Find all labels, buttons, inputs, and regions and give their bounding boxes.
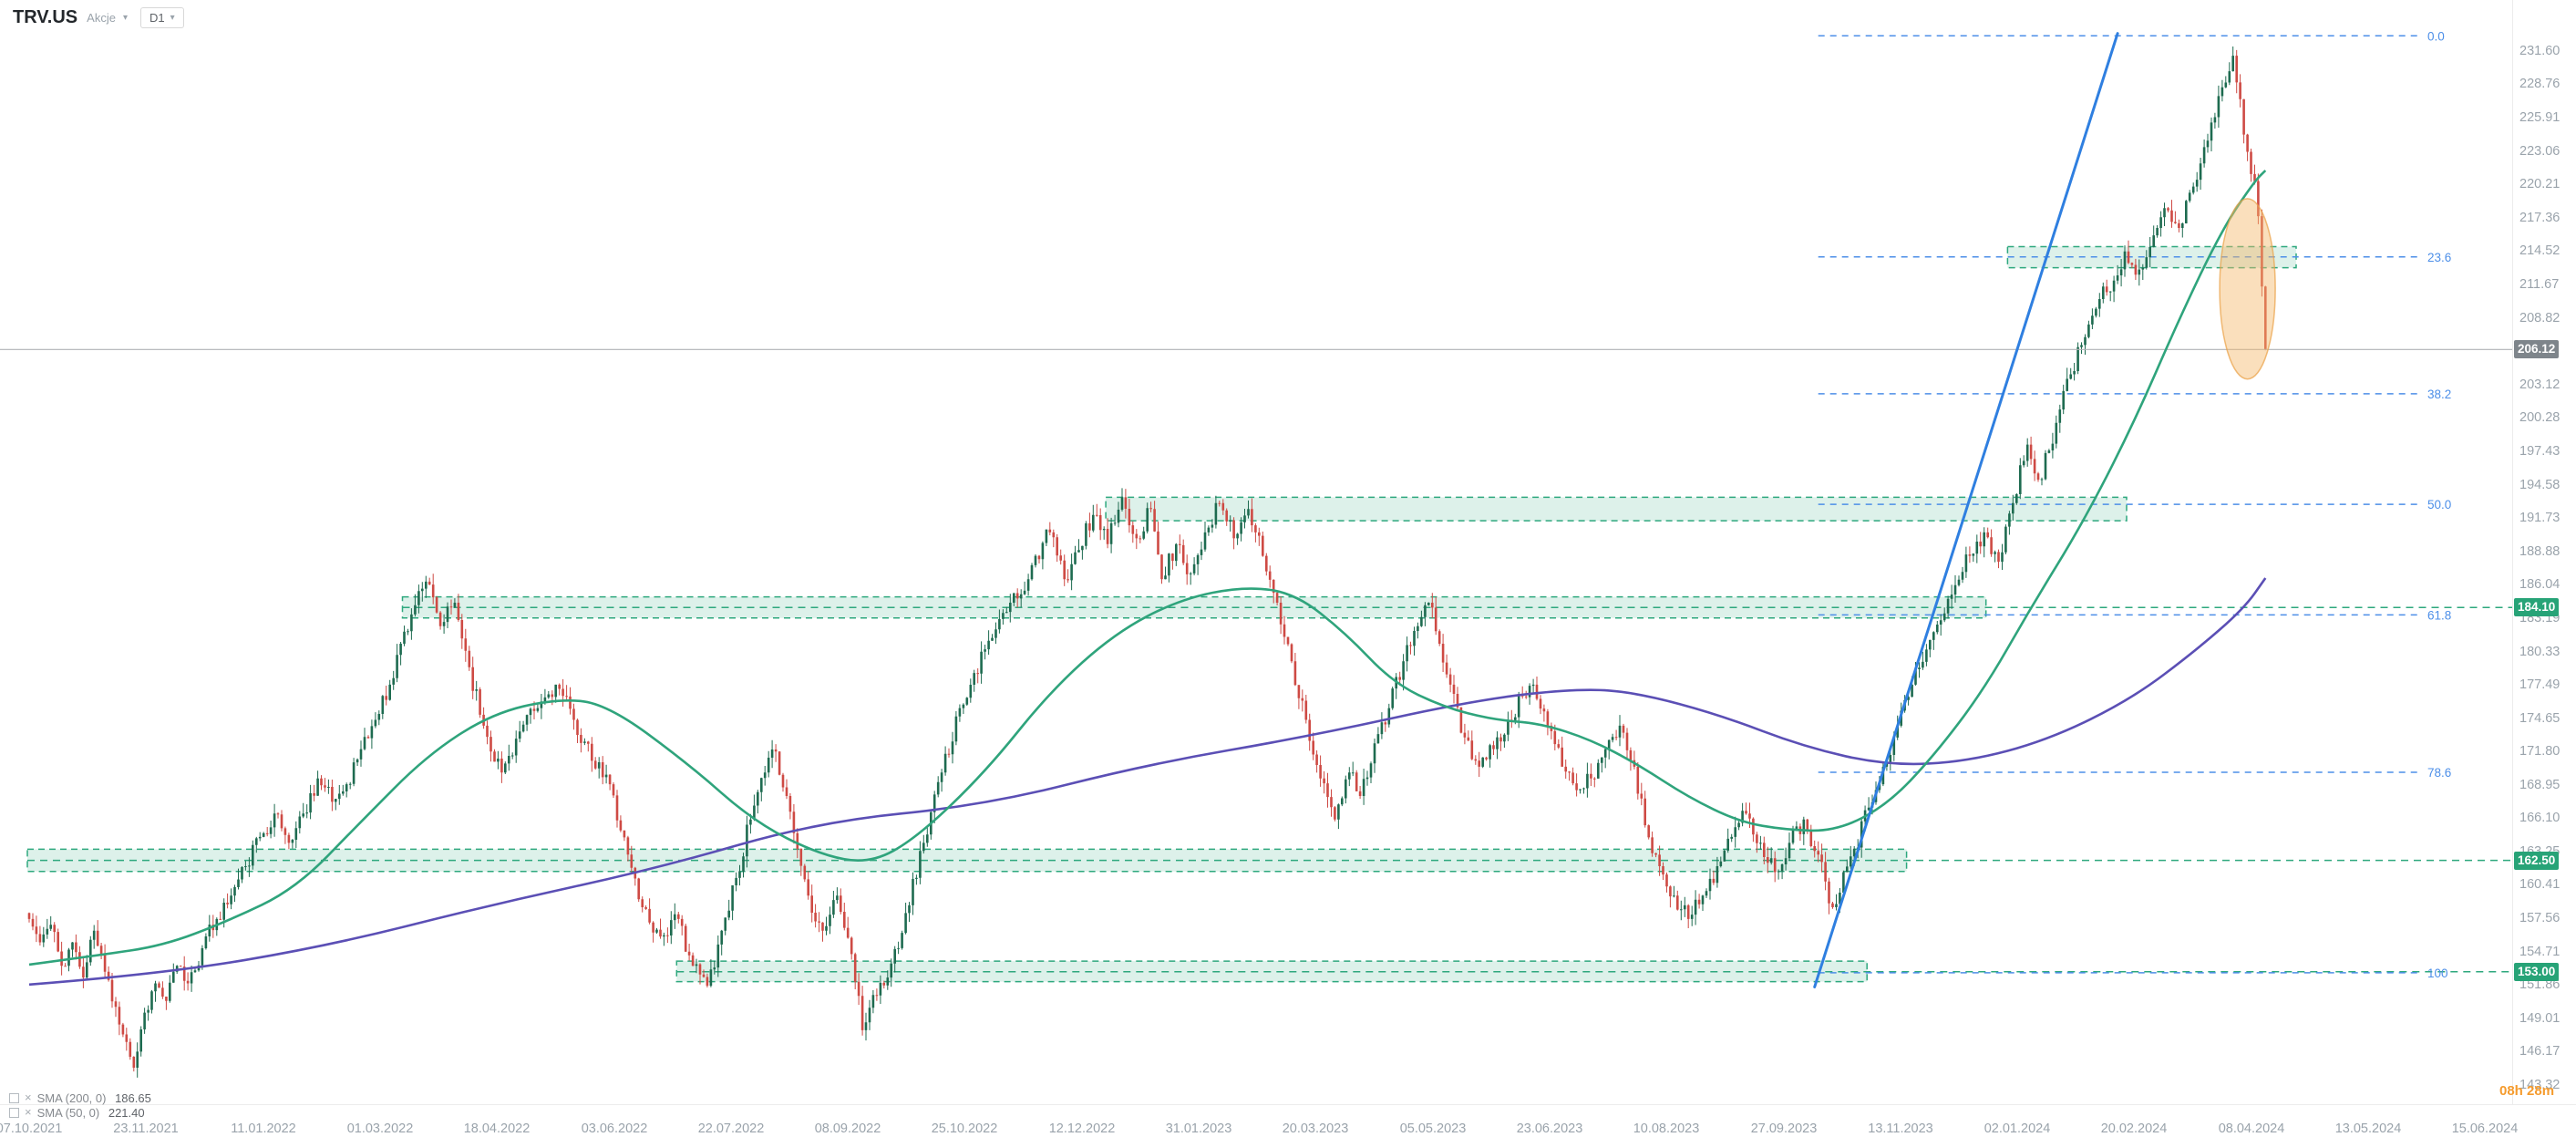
date-tick: 15.06.2024 (2451, 1121, 2519, 1136)
price-tick: 203.12 (2519, 377, 2561, 392)
indicator-legend: × SMA (200, 0) 186.65 × SMA (50, 0) 221.… (9, 1090, 151, 1120)
price-tick: 166.10 (2519, 811, 2561, 825)
price-tick: 211.67 (2519, 277, 2560, 292)
highlight-ellipse[interactable] (2219, 198, 2276, 380)
price-tick: 157.56 (2519, 911, 2561, 925)
indicator-remove-icon[interactable]: × (25, 1090, 32, 1104)
fib-level-label: 38.2 (2427, 388, 2451, 401)
indicator-row-sma50: × SMA (50, 0) 221.40 (9, 1105, 151, 1120)
price-tick: 180.33 (2519, 645, 2561, 659)
date-tick: 08.09.2022 (814, 1121, 881, 1136)
date-tick: 23.11.2021 (113, 1121, 179, 1136)
candle-countdown-timer: 08h 28m (2499, 1083, 2555, 1099)
chevron-down-icon: ▾ (170, 13, 175, 23)
price-tick: 214.52 (2519, 243, 2561, 258)
timeframe-label: D1 (149, 11, 165, 25)
date-tick: 18.04.2022 (463, 1121, 531, 1136)
fib-level-label: 23.6 (2427, 251, 2451, 264)
indicator-remove-icon[interactable]: × (25, 1105, 32, 1119)
indicator-visibility-icon[interactable] (9, 1107, 19, 1118)
instrument-type-label: Akcje (87, 11, 116, 25)
fib-level-label: 100 (2427, 966, 2448, 980)
date-tick: 07.10.2021 (0, 1121, 63, 1136)
price-tick: 228.76 (2519, 77, 2561, 91)
symbol-header: TRV.US Akcje ▾ D1 ▾ (13, 7, 184, 28)
price-tick: 191.73 (2519, 511, 2561, 525)
price-tick: 168.95 (2519, 778, 2561, 792)
timeframe-selector[interactable]: D1 ▾ (139, 7, 184, 28)
price-tick: 186.04 (2519, 577, 2561, 592)
price-tick: 223.06 (2519, 144, 2561, 159)
date-tick: 25.10.2022 (931, 1121, 998, 1136)
date-tick: 11.01.2022 (231, 1121, 296, 1136)
date-tick: 13.11.2023 (1868, 1121, 1933, 1136)
indicator-label: SMA (50, 0) (36, 1105, 103, 1120)
symbol-name: TRV.US (13, 7, 78, 27)
date-tick: 13.05.2024 (2334, 1121, 2402, 1136)
price-tick: 146.17 (2519, 1044, 2561, 1059)
chevron-down-icon[interactable]: ▾ (122, 13, 128, 23)
date-tick: 23.06.2023 (1516, 1121, 1583, 1136)
date-tick: 03.06.2022 (581, 1121, 648, 1136)
price-tick: 174.65 (2519, 711, 2561, 726)
date-tick: 12.12.2022 (1048, 1121, 1116, 1136)
date-tick: 22.07.2022 (697, 1121, 765, 1136)
candlestick-series (27, 47, 2267, 1078)
date-tick: 27.09.2023 (1750, 1121, 1818, 1136)
date-tick: 08.04.2024 (2218, 1121, 2285, 1136)
date-tick: 01.03.2022 (346, 1121, 414, 1136)
price-tick: 217.36 (2519, 211, 2561, 225)
date-tick: 10.08.2023 (1633, 1121, 1700, 1136)
resistance-zone-192[interactable] (1105, 496, 2128, 522)
price-tick: 197.43 (2519, 444, 2561, 459)
price-tick: 225.91 (2519, 110, 2561, 125)
price-tick: 188.88 (2519, 544, 2561, 559)
date-tick: 05.05.2023 (1399, 1121, 1467, 1136)
fibonacci-retracement[interactable]: 0.0 23.6 38.2 50.0 61.8 78.6 100 (1818, 29, 2452, 980)
date-tick: 20.03.2023 (1282, 1121, 1349, 1136)
price-tick: 171.80 (2519, 744, 2561, 759)
fib-level-label: 61.8 (2427, 608, 2451, 622)
sma-50-line[interactable] (28, 170, 2267, 966)
date-tick: 20.02.2024 (2100, 1121, 2168, 1136)
date-tick: 02.01.2024 (1984, 1121, 2051, 1136)
indicator-value: 186.65 (115, 1090, 151, 1105)
price-level-tag: 162.50 (2514, 852, 2560, 870)
indicator-visibility-icon[interactable] (9, 1092, 19, 1103)
price-tick: 154.71 (2519, 945, 2561, 959)
price-tick: 200.28 (2519, 410, 2561, 425)
fib-level-label: 50.0 (2427, 498, 2451, 512)
date-tick: 31.01.2023 (1165, 1121, 1232, 1136)
time-axis[interactable]: 07.10.2021 23.11.2021 11.01.2022 01.03.2022… (0, 1104, 2576, 1137)
price-tick: 151.86 (2519, 977, 2561, 992)
support-resistance-zones (26, 245, 2512, 983)
price-tick: 160.41 (2519, 877, 2561, 892)
price-tick: 149.01 (2519, 1011, 2561, 1026)
price-tick: 208.82 (2519, 311, 2561, 326)
sma-200-line[interactable] (28, 577, 2267, 987)
price-level-tag: 184.10 (2514, 598, 2560, 616)
price-tick: 177.49 (2519, 677, 2561, 692)
fib-level-label: 0.0 (2427, 29, 2445, 43)
indicator-value: 221.40 (108, 1105, 145, 1120)
price-axis[interactable]: 231.60 228.76 225.91 223.06 220.21 217.36 214.… (2512, 0, 2576, 1104)
indicator-row-sma200: × SMA (200, 0) 186.65 (9, 1090, 151, 1105)
current-price-tag: 206.12 (2514, 340, 2560, 358)
price-tick: 143.32 (2519, 1078, 2561, 1092)
fib-level-label: 78.6 (2427, 766, 2451, 780)
price-tick: 231.60 (2519, 44, 2561, 58)
price-level-tag: 153.00 (2514, 963, 2560, 981)
price-tick: 220.21 (2519, 177, 2561, 191)
price-tick: 194.58 (2519, 478, 2561, 492)
trendline[interactable] (1813, 32, 2119, 988)
indicator-label: SMA (200, 0) (36, 1090, 110, 1105)
